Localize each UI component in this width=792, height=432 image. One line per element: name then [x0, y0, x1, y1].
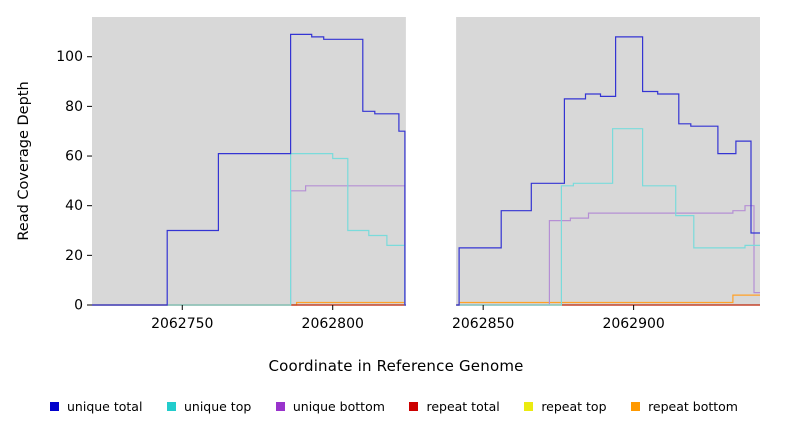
legend-label: unique top — [183, 399, 252, 414]
legend-item-repeat-bottom: repeat bottom — [631, 399, 738, 414]
legend-swatch-icon — [409, 402, 419, 411]
legend-swatch-icon — [275, 402, 285, 411]
x-tick-label: 2062900 — [602, 316, 664, 332]
series-line-unique-total — [92, 33, 760, 306]
legend-swatch-icon — [50, 402, 59, 411]
y-tick-label: 40 — [65, 198, 83, 214]
legend-swatch-icon — [166, 402, 176, 411]
legend: unique total unique top unique bottom repea… — [0, 399, 792, 414]
y-tick-label: 0 — [74, 298, 83, 314]
plot-area: 0 20 40 60 80 100 2062750 2062800 2062850 2062900 — [56, 16, 760, 332]
legend-label: unique bottom — [292, 399, 385, 414]
legend-label: repeat total — [426, 399, 500, 414]
x-tick-label: 2062800 — [302, 316, 364, 332]
legend-item-unique-bottom: unique bottom — [275, 399, 385, 414]
legend-label: unique total — [67, 399, 143, 414]
legend-item-unique-total: unique total — [50, 399, 142, 414]
y-axis-title: Read Coverage Depth — [16, 81, 32, 240]
series-line-unique-bottom — [92, 185, 760, 306]
series-line-unique-top — [92, 128, 760, 306]
coverage-chart: Read Coverage Depth 0 20 40 60 80 100 2062750 2… — [16, 16, 760, 332]
x-tick-label: 2062850 — [452, 316, 514, 332]
no-data-gap-band — [405, 16, 457, 307]
legend-label: repeat bottom — [648, 399, 738, 414]
x-axis-title: Coordinate in Reference Genome — [268, 357, 524, 375]
legend-item-repeat-top: repeat top — [524, 399, 607, 414]
y-tick-label: 100 — [56, 49, 83, 65]
legend-swatch-icon — [524, 402, 534, 411]
y-tick-label: 60 — [65, 149, 83, 165]
y-tick-label: 80 — [65, 99, 83, 115]
legend-item-unique-top: unique top — [166, 399, 252, 414]
legend-label: repeat top — [541, 399, 607, 414]
x-tick-label: 2062750 — [151, 316, 213, 332]
y-tick-label: 20 — [65, 248, 83, 264]
legend-item-repeat-total: repeat total — [409, 399, 500, 414]
legend-swatch-icon — [631, 402, 641, 411]
